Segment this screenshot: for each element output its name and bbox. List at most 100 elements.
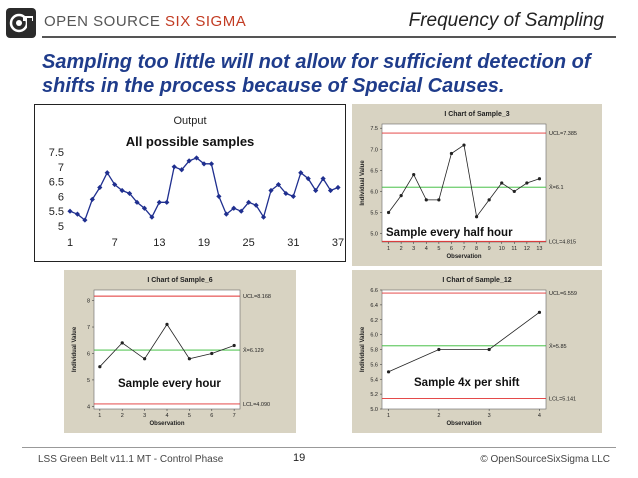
chart-annotation: Sample every half hour xyxy=(386,227,513,239)
chart-title: I Chart of Sample_12 xyxy=(442,277,511,284)
chart-frame xyxy=(34,104,346,262)
data-point xyxy=(186,158,192,164)
x-tick-label: 1 xyxy=(67,237,73,249)
logo-icon xyxy=(6,8,36,38)
center-label: X̄=6.129 xyxy=(243,347,264,354)
y-tick-label: 5.4 xyxy=(370,377,378,383)
data-point xyxy=(386,210,391,215)
ucl-label: UCL=6.559 xyxy=(549,291,577,297)
y-tick-label: 6.6 xyxy=(370,288,378,294)
data-point xyxy=(208,161,215,167)
x-tick-label: 2 xyxy=(400,246,403,252)
data-point xyxy=(210,351,214,356)
chart-annotation: Sample 4x per shift xyxy=(414,377,520,389)
x-tick-label: 6 xyxy=(210,413,213,419)
y-tick-label: 6.5 xyxy=(370,168,378,174)
x-tick-label: 5 xyxy=(437,246,440,252)
data-point xyxy=(141,205,148,211)
brand-name: OPEN SOURCE SIX SIGMA xyxy=(44,13,246,30)
x-tick-label: 1 xyxy=(387,246,390,252)
data-point xyxy=(165,322,169,326)
x-tick-label: 1 xyxy=(98,413,101,419)
y-tick-label: 5.2 xyxy=(370,392,378,398)
plot-area xyxy=(93,289,241,410)
lcl-label: LCL=4.090 xyxy=(243,402,270,408)
x-tick-label: 4 xyxy=(425,246,428,252)
chart-title: I Chart of Sample_3 xyxy=(444,111,509,118)
data-point xyxy=(126,190,133,197)
data-point xyxy=(97,184,103,191)
data-point xyxy=(246,199,252,205)
data-point xyxy=(327,187,334,194)
x-tick-label: 7 xyxy=(112,237,118,249)
data-point xyxy=(320,176,326,182)
data-point xyxy=(104,170,110,176)
data-point xyxy=(201,161,207,167)
y-tick-label: 8 xyxy=(87,299,90,305)
footer-copyright: © OpenSourceSixSigma LLC xyxy=(480,454,610,465)
section-title: Frequency of Sampling xyxy=(408,10,604,31)
data-point xyxy=(253,202,259,208)
series-line xyxy=(388,311,540,373)
chart-title: I Chart of Sample_6 xyxy=(147,277,212,284)
data-point xyxy=(156,199,162,205)
x-tick-label: 4 xyxy=(165,413,168,419)
data-point xyxy=(487,347,491,352)
y-tick-label: 6 xyxy=(87,351,90,357)
data-point xyxy=(232,343,236,348)
ucl-label: UCL=8.168 xyxy=(243,294,271,300)
data-point xyxy=(171,164,177,170)
x-tick-label: 13 xyxy=(536,246,542,252)
y-tick-label: 6.0 xyxy=(370,189,378,195)
footer-course: LSS Green Belt v11.1 MT - Control Phase xyxy=(38,454,224,465)
y-tick-label: 7.5 xyxy=(49,147,64,159)
page-number: 19 xyxy=(293,452,306,464)
x-tick-label: 2 xyxy=(437,413,440,419)
data-point xyxy=(437,347,441,352)
data-point xyxy=(386,370,391,374)
data-point xyxy=(164,199,170,205)
y-tick-label: 5.5 xyxy=(49,206,64,218)
data-point xyxy=(313,187,319,194)
y-tick-label: 4 xyxy=(87,404,90,410)
y-tick-label: 7.0 xyxy=(370,147,378,153)
data-point xyxy=(223,211,229,217)
data-point xyxy=(537,310,542,314)
brand-main: OPEN SOURCE xyxy=(44,13,161,30)
y-tick-label: 7 xyxy=(58,162,64,174)
data-point xyxy=(119,187,125,194)
y-tick-label: 6.5 xyxy=(49,177,64,189)
x-tick-label: 11 xyxy=(511,246,517,252)
data-point xyxy=(275,181,282,188)
lcl-label: LCL=5.141 xyxy=(549,397,576,403)
chart-subtitle: Output xyxy=(173,115,206,127)
x-axis-label: Observation xyxy=(446,421,481,427)
data-point xyxy=(143,357,147,361)
x-tick-label: 2 xyxy=(121,413,124,419)
data-point xyxy=(74,211,81,217)
brand-accent: SIX SIGMA xyxy=(165,13,247,30)
header-divider xyxy=(42,36,616,38)
data-point xyxy=(216,193,222,199)
y-tick-label: 5.6 xyxy=(370,362,378,368)
y-tick-label: 5 xyxy=(58,221,64,233)
x-tick-label: 5 xyxy=(188,413,191,419)
chart-title: All possible samples xyxy=(126,134,255,149)
x-tick-label: 3 xyxy=(488,413,491,419)
data-point xyxy=(537,177,542,181)
x-axis-label: Observation xyxy=(149,421,184,427)
data-point xyxy=(474,215,479,219)
y-axis-label: Individual Value xyxy=(360,326,366,372)
y-tick-label: 5.0 xyxy=(370,407,378,413)
data-point xyxy=(260,214,267,220)
data-point xyxy=(268,187,274,194)
x-tick-label: 19 xyxy=(198,237,210,249)
data-point xyxy=(305,176,311,182)
data-point xyxy=(193,155,200,161)
ichart-sample-12: I Chart of Sample_12 5.0 5.2 5.4 5.6 5.8 6.0 6.… xyxy=(352,270,602,433)
excel-chart-all-samples: Output All possible samples 5 5.5 6 6.5 7 7.5 1 7… xyxy=(34,104,346,262)
data-point xyxy=(412,172,416,177)
data-point xyxy=(98,365,102,369)
x-tick-label: 31 xyxy=(287,237,299,249)
x-tick-label: 8 xyxy=(475,246,478,252)
